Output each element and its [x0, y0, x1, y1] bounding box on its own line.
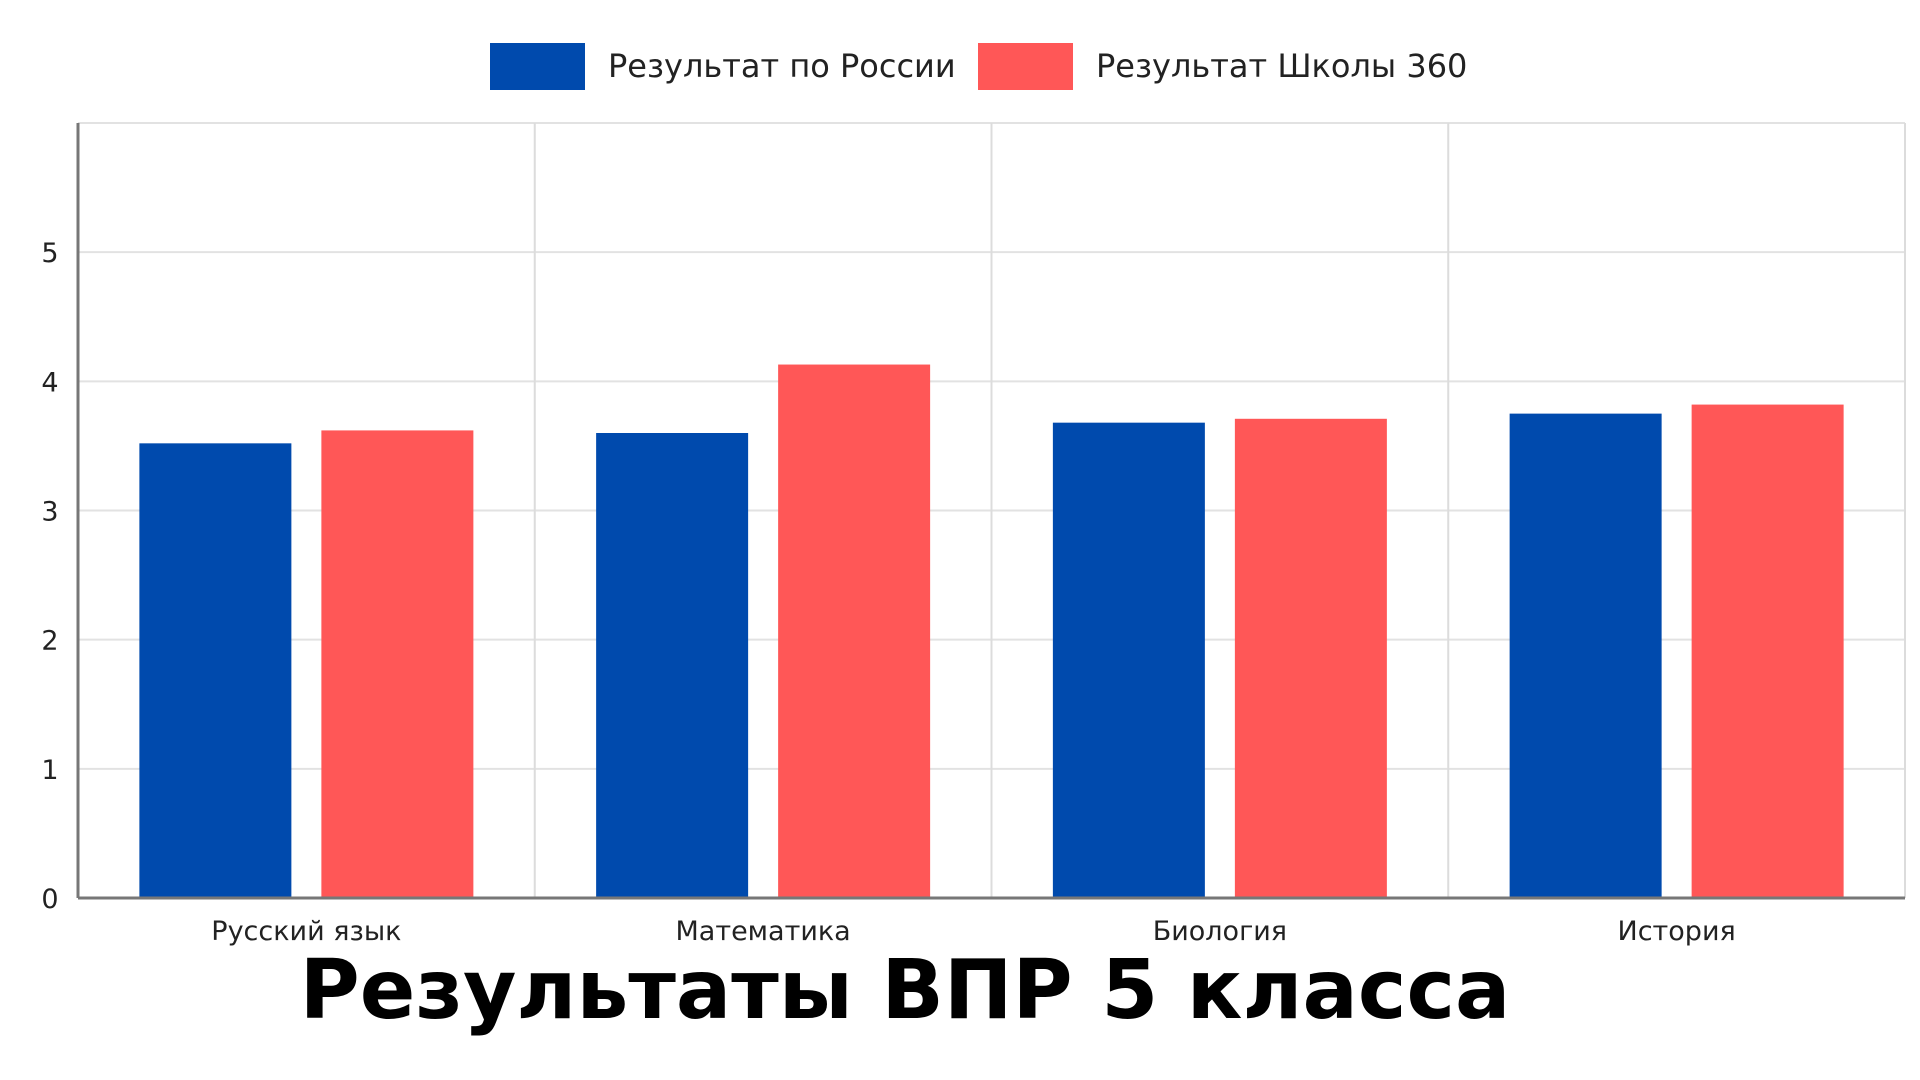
bar [1234, 418, 1387, 898]
y-tick-label: 2 [41, 626, 58, 657]
bar [778, 364, 931, 899]
x-tick-label: История [1618, 916, 1736, 947]
bar [1052, 422, 1205, 898]
x-tick-label: Математика [676, 916, 851, 947]
bar [1691, 404, 1844, 898]
bar [596, 433, 749, 898]
legend-swatch [978, 43, 1073, 90]
y-tick-label: 1 [41, 755, 58, 786]
x-tick-label: Биология [1153, 916, 1287, 947]
bar [139, 443, 292, 898]
y-tick-label: 0 [41, 884, 58, 915]
bar [1509, 413, 1662, 898]
y-tick-label: 5 [41, 238, 58, 269]
x-tick-label: Русский язык [211, 916, 401, 947]
legend-label: Результат Школы 360 [1096, 47, 1467, 85]
bar [321, 430, 474, 898]
legend-swatch [490, 43, 585, 90]
y-tick-label: 3 [41, 497, 58, 528]
legend-label: Результат по России [608, 47, 956, 85]
chart-title: Результаты ВПР 5 класса [299, 943, 1511, 1038]
y-tick-label: 4 [41, 367, 58, 398]
